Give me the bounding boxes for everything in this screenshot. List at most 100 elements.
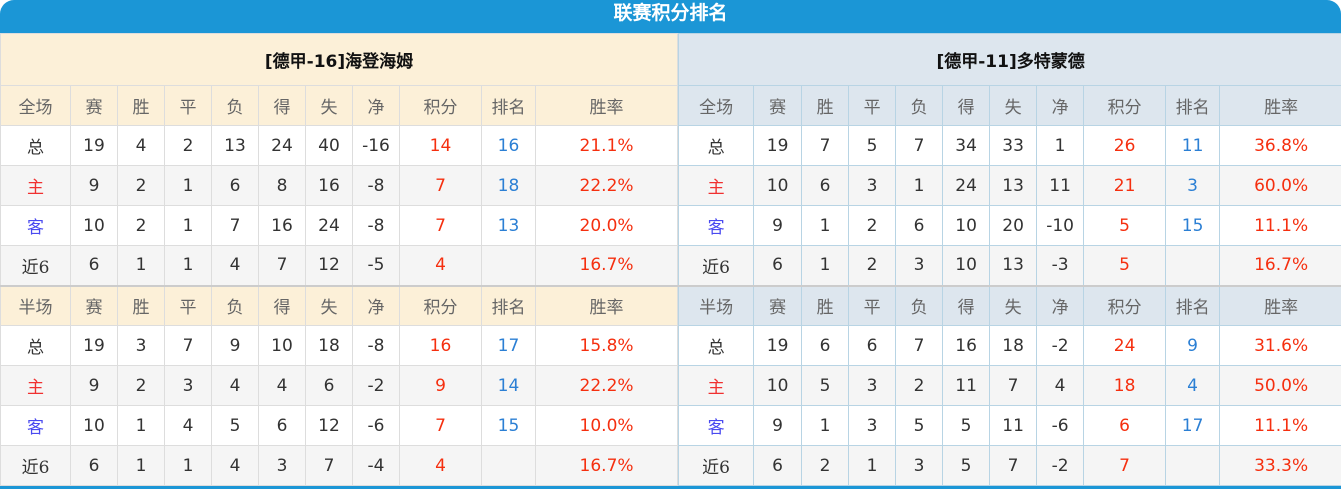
cell-drawn: 1 — [164, 205, 212, 246]
team-panel: [德甲-16]海登海姆 全场赛胜平负得失净积分 排名 胜率总 19 4 2 13 24 40 -16… — [0, 33, 679, 486]
widget-title: 联赛积分排名 — [0, 0, 1341, 33]
cell-goals-for: 3 — [258, 445, 306, 486]
cell-goals-for: 7 — [258, 245, 306, 286]
column-header-win-rate: 胜率 — [1219, 85, 1341, 126]
cell-drawn: 4 — [164, 405, 212, 446]
cell-win-rate: 16.7% — [1219, 245, 1341, 286]
team-name: [德甲-16]海登海姆 — [0, 33, 679, 86]
cell-rank — [1165, 445, 1221, 486]
cell-lost: 7 — [895, 125, 944, 166]
cell-goals-for: 34 — [942, 125, 991, 166]
cell-goals-against: 7 — [989, 365, 1038, 406]
cell-goals-against: 16 — [305, 165, 353, 206]
cell-label: 总 — [678, 125, 755, 166]
cell-rank: 9 — [1165, 325, 1221, 366]
half-header-row: 半场赛胜平负得失净积分 排名 胜率 — [0, 284, 679, 326]
cell-won: 6 — [801, 325, 850, 366]
cell-won: 5 — [801, 365, 850, 406]
cell-played: 10 — [753, 165, 803, 206]
cell-win-rate: 22.2% — [534, 365, 679, 406]
column-header-won: 胜 — [801, 85, 850, 126]
column-header-lost: 负 — [211, 85, 259, 126]
table-row: 总 19 7 5 7 34 33 1 26 11 36.8% — [678, 125, 1341, 166]
cell-label: 客 — [678, 205, 755, 246]
cell-rank: 4 — [1165, 365, 1221, 406]
cell-win-rate: 11.1% — [1219, 205, 1341, 246]
cell-goals-against: 18 — [989, 325, 1038, 366]
cell-goal-diff: -8 — [352, 165, 400, 206]
cell-played: 6 — [70, 245, 118, 286]
cell-rank: 13 — [481, 205, 536, 246]
cell-lost: 3 — [895, 245, 944, 286]
cell-played: 19 — [753, 325, 803, 366]
cell-won: 2 — [801, 445, 850, 486]
cell-points: 4 — [399, 445, 482, 486]
column-header-drawn: 平 — [164, 284, 212, 326]
cell-points: 7 — [399, 165, 482, 206]
cell-lost: 4 — [211, 445, 259, 486]
cell-won: 1 — [801, 245, 850, 286]
cell-goals-for: 10 — [942, 245, 991, 286]
cell-won: 1 — [117, 245, 165, 286]
cell-win-rate: 33.3% — [1219, 445, 1341, 486]
table-row: 客 9 1 2 6 10 20 -10 5 15 11.1% — [678, 205, 1341, 246]
cell-goals-against: 40 — [305, 125, 353, 166]
cell-win-rate: 16.7% — [534, 445, 679, 486]
column-header-goal-diff: 净 — [1036, 284, 1085, 326]
cell-win-rate: 16.7% — [534, 245, 679, 286]
cell-goal-diff: -2 — [1036, 325, 1085, 366]
column-header-goals-for: 得 — [942, 284, 991, 326]
cell-points: 7 — [399, 205, 482, 246]
cell-points: 6 — [1083, 405, 1167, 446]
cell-win-rate: 36.8% — [1219, 125, 1341, 166]
cell-goals-against: 7 — [305, 445, 353, 486]
column-header-lost: 负 — [895, 284, 944, 326]
table-row: 总 19 6 6 7 16 18 -2 24 9 31.6% — [678, 325, 1341, 366]
cell-lost: 2 — [895, 365, 944, 406]
cell-drawn: 2 — [848, 205, 897, 246]
cell-won: 3 — [117, 325, 165, 366]
cell-lost: 6 — [211, 165, 259, 206]
cell-label: 近6 — [678, 245, 755, 286]
cell-lost: 7 — [895, 325, 944, 366]
column-header-goals-against: 失 — [305, 85, 353, 126]
cell-goals-against: 33 — [989, 125, 1038, 166]
cell-won: 6 — [801, 165, 850, 206]
cell-played: 9 — [70, 365, 118, 406]
column-header-goal-diff: 净 — [352, 284, 400, 326]
cell-drawn: 1 — [164, 445, 212, 486]
cell-lost: 4 — [211, 245, 259, 286]
cell-rank: 11 — [1165, 125, 1221, 166]
column-header-won: 胜 — [801, 284, 850, 326]
table-row: 主 9 2 1 6 8 16 -8 7 18 22.2% — [0, 165, 679, 206]
cell-points: 9 — [399, 365, 482, 406]
cell-won: 7 — [801, 125, 850, 166]
cell-lost: 7 — [211, 205, 259, 246]
cell-goals-against: 18 — [305, 325, 353, 366]
cell-drawn: 3 — [164, 365, 212, 406]
cell-drawn: 3 — [848, 365, 897, 406]
cell-lost: 3 — [895, 445, 944, 486]
table-row: 主 10 5 3 2 11 7 4 18 4 50.0% — [678, 365, 1341, 406]
cell-lost: 5 — [895, 405, 944, 446]
cell-lost: 13 — [211, 125, 259, 166]
team-panel: [德甲-11]多特蒙德 全场赛胜平负得失净积分 排名 胜率总 19 7 5 7 34 33 1 26 1… — [678, 33, 1341, 486]
column-header-drawn: 平 — [848, 85, 897, 126]
cell-goals-for: 16 — [258, 205, 306, 246]
column-header-goal-diff: 净 — [1036, 85, 1085, 126]
column-header-played: 赛 — [70, 85, 118, 126]
cell-goal-diff: 4 — [1036, 365, 1085, 406]
cell-goals-for: 4 — [258, 365, 306, 406]
cell-goal-diff: -2 — [352, 365, 400, 406]
cell-drawn: 5 — [848, 125, 897, 166]
cell-points: 18 — [1083, 365, 1167, 406]
cell-label: 近6 — [0, 445, 71, 486]
cell-drawn: 6 — [848, 325, 897, 366]
cell-won: 1 — [801, 405, 850, 446]
cell-goals-for: 5 — [942, 405, 991, 446]
cell-win-rate: 11.1% — [1219, 405, 1341, 446]
team-name: [德甲-11]多特蒙德 — [678, 33, 1341, 86]
cell-drawn: 1 — [164, 165, 212, 206]
column-header-won: 胜 — [117, 284, 165, 326]
